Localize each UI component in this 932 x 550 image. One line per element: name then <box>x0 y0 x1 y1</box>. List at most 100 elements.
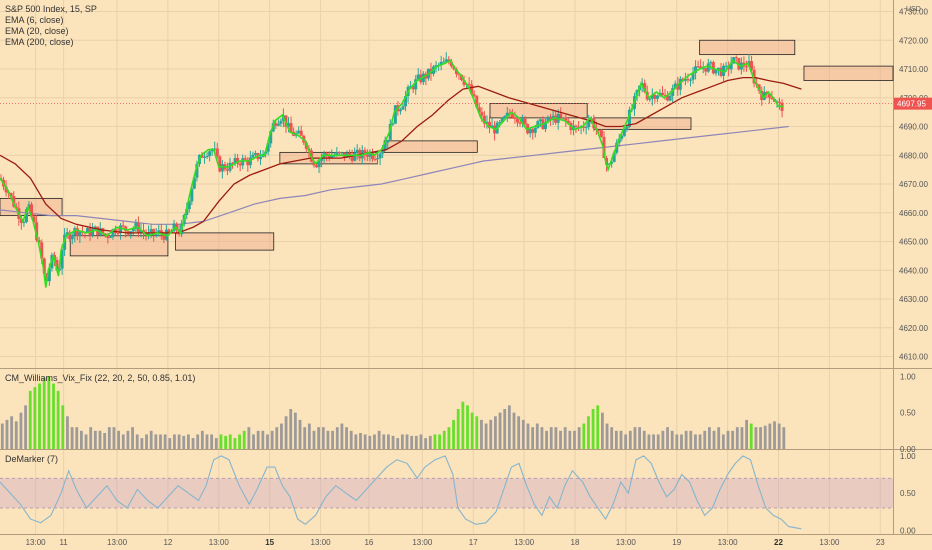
vix-bar <box>131 427 134 449</box>
candle-body <box>510 114 514 118</box>
candle-body <box>162 234 166 240</box>
time-tick-label: 23 <box>876 538 885 547</box>
candle-body <box>30 204 34 217</box>
candle-body <box>370 151 374 160</box>
vix-bar <box>466 405 469 449</box>
candle-body <box>442 61 446 63</box>
vix-bar <box>396 438 400 449</box>
candle-body <box>398 109 402 112</box>
vix-bar <box>5 419 9 449</box>
candle-body <box>299 130 303 136</box>
vix-bar <box>540 427 544 449</box>
candle-body <box>22 222 26 224</box>
candle-body <box>750 61 754 70</box>
time-tick-label: 19 <box>672 538 681 547</box>
candle-body <box>434 65 438 67</box>
candle-body <box>678 78 682 90</box>
vix-bar <box>707 427 711 449</box>
candle-body <box>205 156 209 158</box>
vix-bar <box>405 434 409 449</box>
candle-body <box>533 127 537 133</box>
candle-body <box>37 240 41 243</box>
ema-6-path <box>0 59 784 288</box>
vix-bar <box>614 430 618 449</box>
vix-bar <box>149 430 153 449</box>
vix-bar <box>84 434 88 449</box>
zone-box <box>699 39 796 56</box>
candle-body <box>246 159 250 166</box>
vix-bar <box>652 434 655 449</box>
candle-body <box>610 161 614 164</box>
time-tick-label: 16 <box>364 538 373 547</box>
vix-bar <box>400 434 404 449</box>
candle-body <box>65 232 69 235</box>
candle-body <box>531 129 535 133</box>
vix-bar <box>140 438 144 449</box>
vix-bar <box>163 434 167 449</box>
vix-bar <box>545 430 548 449</box>
candle-body <box>78 231 82 236</box>
vix-bar <box>14 421 18 449</box>
price-tick-label: 4730.00 <box>899 8 928 17</box>
price-tick-label: 4690.00 <box>899 123 928 132</box>
candle-body <box>480 112 484 116</box>
ema-200-legend: EMA (200, close) <box>5 37 74 47</box>
candle-body <box>218 156 222 172</box>
vix-bar <box>610 427 614 449</box>
vix-bar <box>38 383 41 449</box>
candle-body <box>9 193 13 196</box>
vix-bar <box>191 438 195 449</box>
time-tick-label: 13:00 <box>311 538 332 547</box>
candle-body <box>778 101 782 103</box>
vix-bar <box>33 387 37 449</box>
candle-body <box>42 258 46 274</box>
vix-bar <box>252 434 255 449</box>
vix-bar <box>377 430 381 449</box>
candle-body <box>259 157 263 160</box>
time-tick-label: 13:00 <box>26 538 47 547</box>
vix-bar <box>177 434 181 449</box>
candle-body <box>719 67 723 76</box>
candle-body <box>386 139 390 143</box>
vix-bar <box>531 427 535 449</box>
candle-body <box>152 229 156 235</box>
candle-body <box>605 157 609 165</box>
vix-bar <box>10 416 14 449</box>
candle-body <box>175 223 179 230</box>
vix-bar <box>98 430 102 449</box>
vix-bar <box>307 423 311 449</box>
candle-body <box>231 162 235 164</box>
candle-body <box>770 97 774 99</box>
vix-bar <box>470 412 474 449</box>
vix-bar <box>66 416 69 449</box>
vix-bar <box>549 427 553 449</box>
vix-bar <box>414 435 418 449</box>
candle-body <box>190 188 194 202</box>
vix-bar <box>438 434 441 449</box>
vix-bar <box>284 416 288 449</box>
candle-body <box>355 149 359 153</box>
vix-bar <box>563 427 567 449</box>
candle-body <box>185 209 189 215</box>
candle-body <box>320 157 324 161</box>
candle-body <box>612 152 616 162</box>
candle-body <box>337 152 341 154</box>
candle-body <box>655 95 659 99</box>
candle-body <box>528 129 532 134</box>
price-tick-label: 4640.00 <box>899 266 928 275</box>
vix-bar <box>331 430 334 449</box>
candle-body <box>734 57 738 59</box>
candle-body <box>543 122 547 130</box>
demarker-tick-label: 1.00 <box>900 452 916 461</box>
candle-body <box>200 154 204 158</box>
candle-body <box>68 232 72 240</box>
vix-bar <box>52 383 55 449</box>
vix-bar <box>670 430 674 449</box>
candle-body <box>378 153 382 159</box>
vix-tick-label: 0.50 <box>900 409 916 418</box>
vix-bar <box>573 430 576 449</box>
last-price-label: 4697.95 <box>897 100 926 109</box>
time-tick-label: 22 <box>774 538 783 547</box>
vix-bar <box>684 430 688 449</box>
